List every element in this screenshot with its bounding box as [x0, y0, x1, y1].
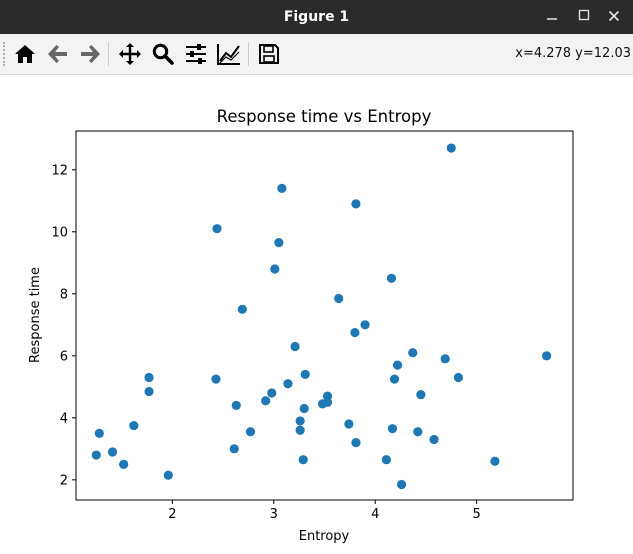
magnifier-icon [152, 43, 174, 65]
minimize-icon [547, 18, 557, 20]
data-point [440, 354, 450, 364]
window-title: Figure 1 [283, 9, 350, 25]
data-point [129, 420, 139, 431]
data-point [270, 264, 280, 274]
data-point [245, 427, 256, 437]
data-point [119, 459, 129, 469]
data-point [274, 238, 284, 248]
data-point [334, 293, 344, 304]
data-point [381, 455, 391, 465]
cursor-coordinates: x=4.278 y=12.03 [515, 46, 631, 61]
data-point [490, 456, 500, 466]
line-chart-icon [217, 44, 240, 65]
x-tick-label: 2 [168, 507, 176, 522]
chart-title: Response time vs Entropy [217, 107, 432, 126]
forward-button[interactable] [75, 38, 105, 70]
y-tick-label: 4 [60, 411, 68, 426]
data-point [91, 450, 101, 460]
data-point [277, 183, 287, 193]
maximize-icon [578, 9, 590, 21]
home-icon [15, 45, 35, 63]
arrow-left-icon [48, 45, 67, 63]
floppy-disk-icon [259, 44, 279, 64]
toolbar-grip [3, 42, 9, 66]
data-point [392, 360, 403, 370]
data-point [163, 470, 173, 480]
points-layer [91, 143, 552, 490]
data-point [360, 320, 370, 330]
data-point [351, 199, 361, 209]
data-point [107, 447, 118, 457]
data-point [408, 348, 418, 358]
data-point [231, 400, 241, 411]
data-point [212, 224, 222, 234]
x-axis-label: Entropy [299, 529, 350, 544]
figure-background [0, 75, 633, 550]
x-axis-ticks: 2 3 4 5 [168, 500, 481, 522]
navigation-toolbar [0, 34, 633, 75]
data-point [322, 397, 333, 407]
x-tick-label: 3 [270, 507, 278, 522]
toolbar-separator [108, 42, 109, 66]
data-point [416, 389, 426, 400]
x-tick-label: 4 [371, 507, 379, 522]
data-point [350, 327, 360, 338]
y-tick-label: 2 [60, 473, 68, 488]
data-point [295, 416, 305, 426]
save-button[interactable] [254, 38, 284, 70]
sliders-icon [186, 44, 206, 64]
data-point [295, 425, 305, 435]
data-point [229, 444, 239, 454]
data-point [396, 479, 407, 490]
maximize-button[interactable] [570, 0, 598, 34]
zoom-button[interactable] [148, 38, 178, 70]
scatter-chart: Response time vs Entropy 2 3 4 5 2 4 6 8 10 12 E… [0, 75, 633, 550]
window-titlebar: Figure 1 [0, 0, 633, 34]
data-point [413, 427, 423, 437]
data-point [299, 403, 309, 414]
data-point [386, 273, 397, 283]
pan-button[interactable] [115, 38, 145, 70]
home-button[interactable] [10, 38, 40, 70]
move-icon [119, 43, 141, 65]
data-point [261, 396, 271, 406]
toolbar-separator [248, 42, 249, 66]
data-point [298, 455, 308, 465]
data-point [211, 374, 221, 384]
data-point [144, 372, 154, 383]
y-tick-label: 6 [60, 349, 68, 364]
data-point [453, 372, 463, 383]
data-point [351, 438, 361, 448]
close-icon [608, 10, 620, 22]
data-point [283, 379, 293, 389]
arrow-right-icon [81, 45, 100, 63]
minimize-button[interactable] [538, 0, 566, 34]
edit-axis-button[interactable] [214, 38, 244, 70]
data-point [389, 374, 400, 384]
data-point [300, 369, 310, 380]
data-point [237, 304, 247, 314]
y-axis-ticks: 2 4 6 8 10 12 [51, 163, 76, 488]
data-point [267, 388, 277, 398]
configure-subplots-button[interactable] [181, 38, 211, 70]
data-point [290, 341, 300, 352]
axes-frame [75, 130, 574, 501]
data-point [446, 143, 456, 153]
y-tick-label: 12 [51, 163, 68, 178]
y-axis-label: Response time [28, 267, 43, 363]
data-point [387, 424, 398, 434]
data-point [144, 386, 154, 397]
data-point [429, 434, 439, 445]
data-point [542, 351, 552, 361]
data-point [94, 428, 104, 438]
y-tick-label: 10 [51, 225, 68, 240]
y-tick-label: 8 [60, 287, 68, 302]
figure-canvas[interactable]: Response time vs Entropy 2 3 4 5 2 4 6 8 10 12 E… [0, 75, 633, 550]
data-point [344, 419, 354, 429]
x-tick-label: 5 [473, 507, 481, 522]
back-button[interactable] [43, 38, 73, 70]
close-button[interactable] [600, 0, 628, 34]
